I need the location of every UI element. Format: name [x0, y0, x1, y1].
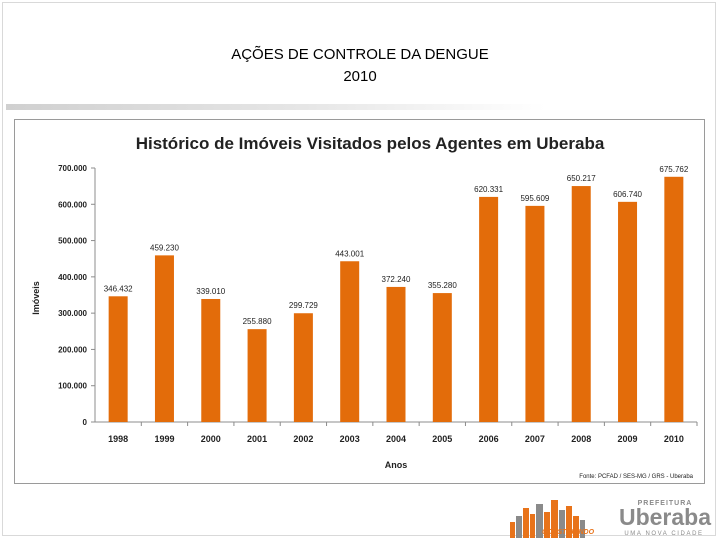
data-label: 346.432: [104, 284, 133, 293]
x-tick-label: 2005: [432, 434, 452, 444]
y-tick-label: 200.000: [58, 345, 87, 354]
logo-building: [573, 516, 579, 538]
y-tick-label: 600.000: [58, 200, 87, 209]
data-label: 595.609: [520, 194, 549, 203]
x-axis-title: Anos: [385, 460, 408, 470]
y-tick-label: 0: [83, 418, 88, 427]
bar-2007: [525, 205, 545, 422]
data-label: 339.010: [196, 287, 225, 296]
logo-building: [516, 516, 522, 538]
logo-building: [510, 522, 515, 538]
bar-2003: [340, 261, 360, 422]
data-label: 443.001: [335, 249, 364, 258]
slide-title-line-2: 2010: [343, 68, 377, 85]
bar-2000: [201, 298, 221, 422]
y-tick-label: 100.000: [58, 382, 87, 391]
data-label: 459.230: [150, 243, 179, 252]
x-tick-label: 2007: [525, 434, 545, 444]
bar-2006: [479, 196, 499, 422]
x-tick-label: 1998: [108, 434, 128, 444]
x-tick-label: 2000: [201, 434, 221, 444]
x-tick-label: 2003: [340, 434, 360, 444]
x-tick-label: 1999: [154, 434, 174, 444]
data-label: 355.280: [428, 281, 457, 290]
logo-building: [559, 510, 565, 538]
bar-1998: [108, 296, 128, 422]
data-label: 372.240: [382, 275, 411, 284]
logo-building: [566, 506, 572, 538]
data-label: 675.762: [659, 165, 688, 174]
x-tick-label: 2010: [664, 434, 684, 444]
logo-building: [536, 504, 543, 538]
x-tick-label: 2004: [386, 434, 406, 444]
x-tick-label: 2006: [479, 434, 499, 444]
data-label: 255.880: [243, 317, 272, 326]
prefeitura-logo: PREFEITURA Uberaba UMA NOVA CIDADE CONST…: [506, 494, 718, 538]
bar-2002: [293, 313, 313, 422]
city-skyline-icon: [510, 500, 585, 538]
y-tick-label: 500.000: [58, 237, 87, 246]
x-tick-label: 2008: [571, 434, 591, 444]
bar-2004: [386, 286, 406, 422]
logo-slogan: UMA NOVA CIDADE: [624, 531, 703, 537]
bar-chart: Histórico de Imóveis Visitados pelos Age…: [31, 134, 698, 480]
bar-2001: [247, 329, 267, 422]
data-label: 620.331: [474, 185, 503, 194]
logo-top-text: PREFEITURA: [638, 500, 693, 507]
slide-title: AÇÕES DE CONTROLE DA DENGUE 2010: [0, 44, 720, 88]
logo-building: [530, 514, 535, 538]
chart-title: Histórico de Imóveis Visitados pelos Age…: [136, 134, 605, 153]
x-tick-label: 2001: [247, 434, 267, 444]
data-label: 299.729: [289, 301, 318, 310]
logo-name: Uberaba: [619, 504, 711, 530]
x-tick-label: 2009: [618, 434, 638, 444]
bar-2008: [571, 186, 591, 422]
logo-building: [544, 512, 550, 538]
logo-graphic: PREFEITURA Uberaba UMA NOVA CIDADE CONST…: [510, 500, 711, 538]
y-axis-title: Imóveis: [31, 281, 41, 315]
y-tick-label: 400.000: [58, 273, 87, 282]
title-divider: [6, 104, 546, 110]
logo-building: [551, 500, 558, 538]
source-note: Fonte: PCFAD / SES-MG / GRS - Uberaba: [579, 474, 693, 480]
slide-title-line-1: AÇÕES DE CONTROLE DA DENGUE: [231, 46, 489, 63]
data-label: 650.217: [567, 174, 596, 183]
logo-building: [523, 508, 529, 538]
bar-2009: [618, 201, 638, 422]
bar-2010: [664, 176, 684, 422]
logo-tag: CONSTRUINDO: [542, 529, 595, 536]
x-tick-label: 2002: [293, 434, 313, 444]
chart-frame: Histórico de Imóveis Visitados pelos Age…: [14, 119, 705, 484]
logo-building: [580, 520, 585, 538]
plot-area: 0 100.000 200.000 300.000 400.000 500.000 600.…: [58, 164, 698, 444]
y-tick-label: 700.000: [58, 164, 87, 173]
data-label: 606.740: [613, 190, 642, 199]
bar-1999: [154, 255, 174, 422]
slide-border: [2, 2, 716, 536]
y-tick-label: 300.000: [58, 309, 87, 318]
bar-2005: [432, 293, 452, 422]
